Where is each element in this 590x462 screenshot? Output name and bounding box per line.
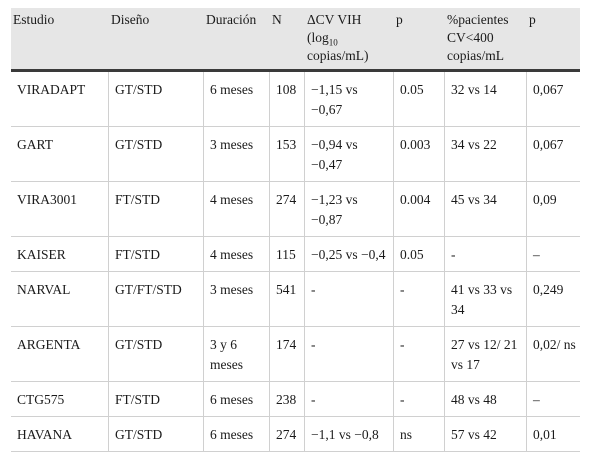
cell-design: FT/STD: [109, 182, 204, 237]
cell-duration: 3 y 6 meses: [204, 327, 270, 382]
cell-pct: 34 vs 22: [445, 127, 527, 182]
cell-p1: 0.004: [394, 182, 445, 237]
header-cv-line1: ΔCV VIH: [307, 12, 362, 27]
table-header: Estudio Diseño Duración N ΔCV VIH (log10…: [11, 8, 580, 72]
cell-pct: 57 vs 42: [445, 417, 527, 452]
table-row: GART GT/STD 3 meses 153 −0,94 vs −0,47 0…: [11, 127, 580, 182]
cell-design: GT/STD: [109, 72, 204, 127]
header-design: Diseño: [109, 8, 204, 72]
cell-duration: 4 meses: [204, 237, 270, 272]
header-cv-line2: (log: [307, 30, 329, 45]
table-row: VIRA3001 FT/STD 4 meses 274 −1,23 vs −0,…: [11, 182, 580, 237]
cell-study: NARVAL: [11, 272, 109, 327]
cell-study: HAVANA: [11, 417, 109, 452]
cell-cv: -: [305, 272, 394, 327]
cell-p1: 0.05: [394, 72, 445, 127]
results-table: Estudio Diseño Duración N ΔCV VIH (log10…: [11, 8, 580, 452]
cell-n: 541: [270, 272, 305, 327]
cell-pct: 48 vs 48: [445, 382, 527, 417]
cell-p1: ns: [394, 417, 445, 452]
cell-n: 238: [270, 382, 305, 417]
header-n: N: [270, 8, 305, 72]
cell-duration: 6 meses: [204, 72, 270, 127]
cell-design: FT/STD: [109, 382, 204, 417]
cell-pct: 41 vs 33 vs 34: [445, 272, 527, 327]
header-pct-line1: %pacientes: [447, 12, 509, 27]
cell-cv: −1,1 vs −0,8: [305, 417, 394, 452]
table-body: VIRADAPT GT/STD 6 meses 108 −1,15 vs −0,…: [11, 72, 580, 452]
cell-p2: 0,249: [527, 272, 580, 327]
header-p1: p: [394, 8, 445, 72]
cell-n: 274: [270, 182, 305, 237]
cell-p1: -: [394, 327, 445, 382]
table-row: VIRADAPT GT/STD 6 meses 108 −1,15 vs −0,…: [11, 72, 580, 127]
table-row: NARVAL GT/FT/STD 3 meses 541 - - 41 vs 3…: [11, 272, 580, 327]
cell-p2: –: [527, 237, 580, 272]
cell-duration: 3 meses: [204, 127, 270, 182]
header-pct-line2: CV<400: [447, 30, 494, 45]
table-row: ARGENTA GT/STD 3 y 6 meses 174 - - 27 vs…: [11, 327, 580, 382]
cell-study: ARGENTA: [11, 327, 109, 382]
cell-cv: −0,94 vs −0,47: [305, 127, 394, 182]
cell-p1: 0.05: [394, 237, 445, 272]
header-cv-change: ΔCV VIH (log10 copias/mL): [305, 8, 394, 72]
cell-p2: –: [527, 382, 580, 417]
cell-n: 153: [270, 127, 305, 182]
cell-design: FT/STD: [109, 237, 204, 272]
cell-p1: 0.003: [394, 127, 445, 182]
cell-p2: 0,02/ ns: [527, 327, 580, 382]
cell-pct: -: [445, 237, 527, 272]
cell-pct: 32 vs 14: [445, 72, 527, 127]
cell-study: KAISER: [11, 237, 109, 272]
header-p2: p: [527, 8, 580, 72]
cell-cv: −0,25 vs −0,4: [305, 237, 394, 272]
cell-p1: -: [394, 382, 445, 417]
cell-n: 115: [270, 237, 305, 272]
cell-duration: 6 meses: [204, 417, 270, 452]
header-study: Estudio: [11, 8, 109, 72]
header-row: Estudio Diseño Duración N ΔCV VIH (log10…: [11, 8, 580, 72]
cell-n: 108: [270, 72, 305, 127]
cell-study: VIRA3001: [11, 182, 109, 237]
table-row: CTG575 FT/STD 6 meses 238 - - 48 vs 48 –: [11, 382, 580, 417]
cell-p2: 0,067: [527, 72, 580, 127]
cell-study: CTG575: [11, 382, 109, 417]
cell-n: 174: [270, 327, 305, 382]
cell-design: GT/STD: [109, 417, 204, 452]
table-row: HAVANA GT/STD 6 meses 274 −1,1 vs −0,8 n…: [11, 417, 580, 452]
cell-duration: 3 meses: [204, 272, 270, 327]
header-duration: Duración: [204, 8, 270, 72]
cell-design: GT/STD: [109, 127, 204, 182]
cell-pct: 45 vs 34: [445, 182, 527, 237]
cell-cv: -: [305, 327, 394, 382]
header-pct-patients: %pacientes CV<400 copias/mL: [445, 8, 527, 72]
table-row: KAISER FT/STD 4 meses 115 −0,25 vs −0,4 …: [11, 237, 580, 272]
cell-cv: −1,23 vs −0,87: [305, 182, 394, 237]
cell-duration: 6 meses: [204, 382, 270, 417]
header-cv-line3: copias/mL): [307, 48, 369, 63]
cell-cv: -: [305, 382, 394, 417]
results-table-container: Estudio Diseño Duración N ΔCV VIH (log10…: [11, 8, 580, 452]
cell-cv: −1,15 vs −0,67: [305, 72, 394, 127]
cell-p2: 0,01: [527, 417, 580, 452]
cell-design: GT/FT/STD: [109, 272, 204, 327]
header-cv-line2-sub: 10: [328, 37, 338, 48]
header-pct-line3: copias/mL: [447, 48, 504, 63]
cell-study: GART: [11, 127, 109, 182]
cell-n: 274: [270, 417, 305, 452]
cell-duration: 4 meses: [204, 182, 270, 237]
cell-p1: -: [394, 272, 445, 327]
cell-study: VIRADAPT: [11, 72, 109, 127]
cell-p2: 0,09: [527, 182, 580, 237]
cell-design: GT/STD: [109, 327, 204, 382]
cell-pct: 27 vs 12/ 21 vs 17: [445, 327, 527, 382]
cell-p2: 0,067: [527, 127, 580, 182]
